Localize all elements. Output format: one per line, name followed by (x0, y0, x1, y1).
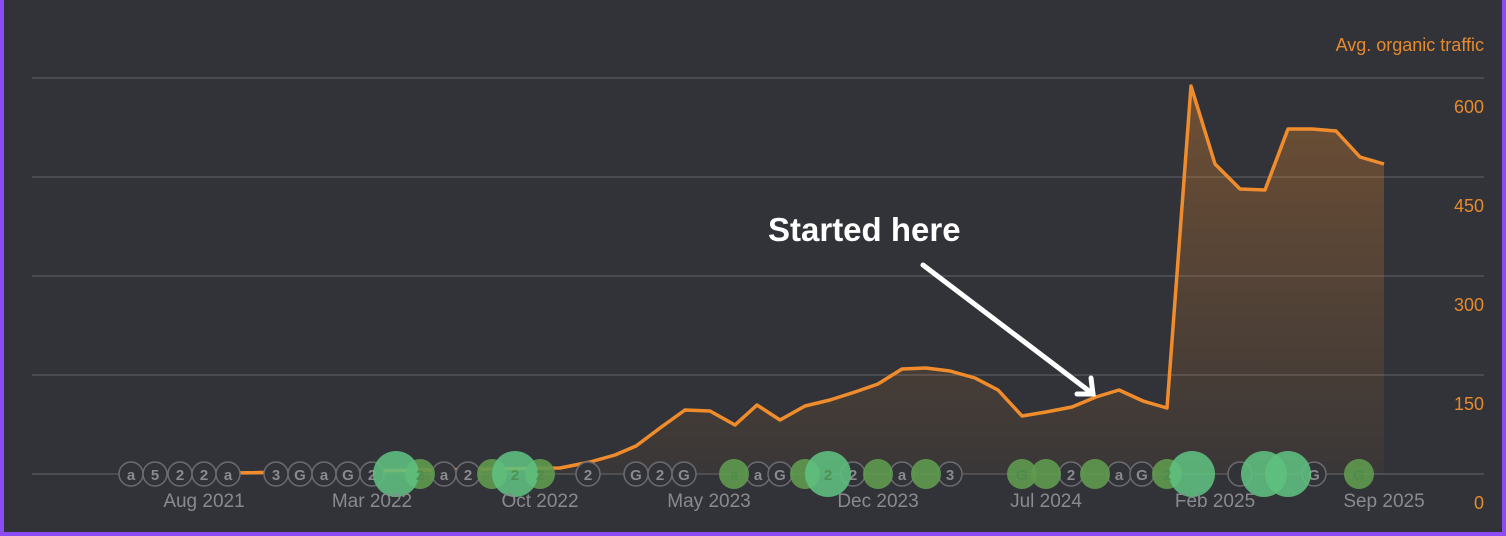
svg-text:G: G (294, 467, 306, 484)
svg-text:a: a (1115, 467, 1124, 484)
svg-text:a: a (440, 467, 449, 484)
svg-text:G: G (678, 467, 690, 484)
y-tick-150: 150 (1453, 394, 1484, 414)
svg-text:G: G (1016, 467, 1028, 484)
x-tick-oct-2022: Oct 2022 (501, 491, 579, 512)
svg-text:3: 3 (946, 467, 954, 484)
x-tick-aug-2021: Aug 2021 (163, 491, 245, 512)
svg-text:2: 2 (176, 467, 184, 484)
svg-text:a: a (127, 467, 136, 484)
svg-text:2: 2 (584, 467, 592, 484)
x-tick-mar-2022: Mar 2022 (331, 491, 413, 512)
x-tick-dec-2023: Dec 2023 (837, 491, 919, 512)
x-tick-may-2023: May 2023 (667, 491, 751, 512)
y-tick-600: 600 (1453, 97, 1484, 117)
svg-text:3: 3 (272, 467, 280, 484)
svg-text:G: G (1136, 467, 1148, 484)
svg-text:2: 2 (416, 467, 424, 484)
svg-text:G: G (774, 467, 786, 484)
svg-text:a: a (754, 467, 763, 484)
svg-text:2: 2 (1067, 467, 1075, 484)
series-title: Avg. organic traffic (1335, 35, 1484, 55)
svg-text:2: 2 (824, 467, 832, 484)
svg-text:2: 2 (536, 467, 544, 484)
svg-text:2: 2 (1163, 467, 1171, 484)
svg-text:a: a (730, 467, 739, 484)
traffic-line (229, 84, 1385, 475)
x-tick-jul-2024: Jul 2024 (1010, 491, 1082, 512)
y-tick-0: 0 (1473, 493, 1484, 513)
svg-text:2: 2 (849, 467, 857, 484)
x-tick-sep-2025: Sep 2025 (1343, 491, 1425, 512)
svg-text:2: 2 (368, 467, 376, 484)
svg-text:a: a (320, 467, 329, 484)
annotation-arrow (920, 262, 1096, 397)
svg-text:2: 2 (656, 467, 664, 484)
svg-text:5: 5 (151, 467, 159, 484)
svg-text:a: a (898, 467, 907, 484)
svg-text:G: G (1308, 467, 1320, 484)
svg-text:G: G (1353, 467, 1365, 484)
svg-text:G: G (342, 467, 354, 484)
svg-text:2: 2 (511, 467, 519, 484)
traffic-area (230, 86, 1384, 474)
svg-text:G: G (630, 467, 642, 484)
svg-text:2: 2 (200, 467, 208, 484)
x-tick-feb-2025: Feb 2025 (1174, 491, 1256, 512)
y-tick-300: 300 (1453, 295, 1484, 315)
annotation-label: Started here (768, 211, 961, 248)
svg-text:a: a (224, 467, 233, 484)
svg-text:2: 2 (464, 467, 472, 484)
y-tick-450: 450 (1453, 196, 1484, 216)
